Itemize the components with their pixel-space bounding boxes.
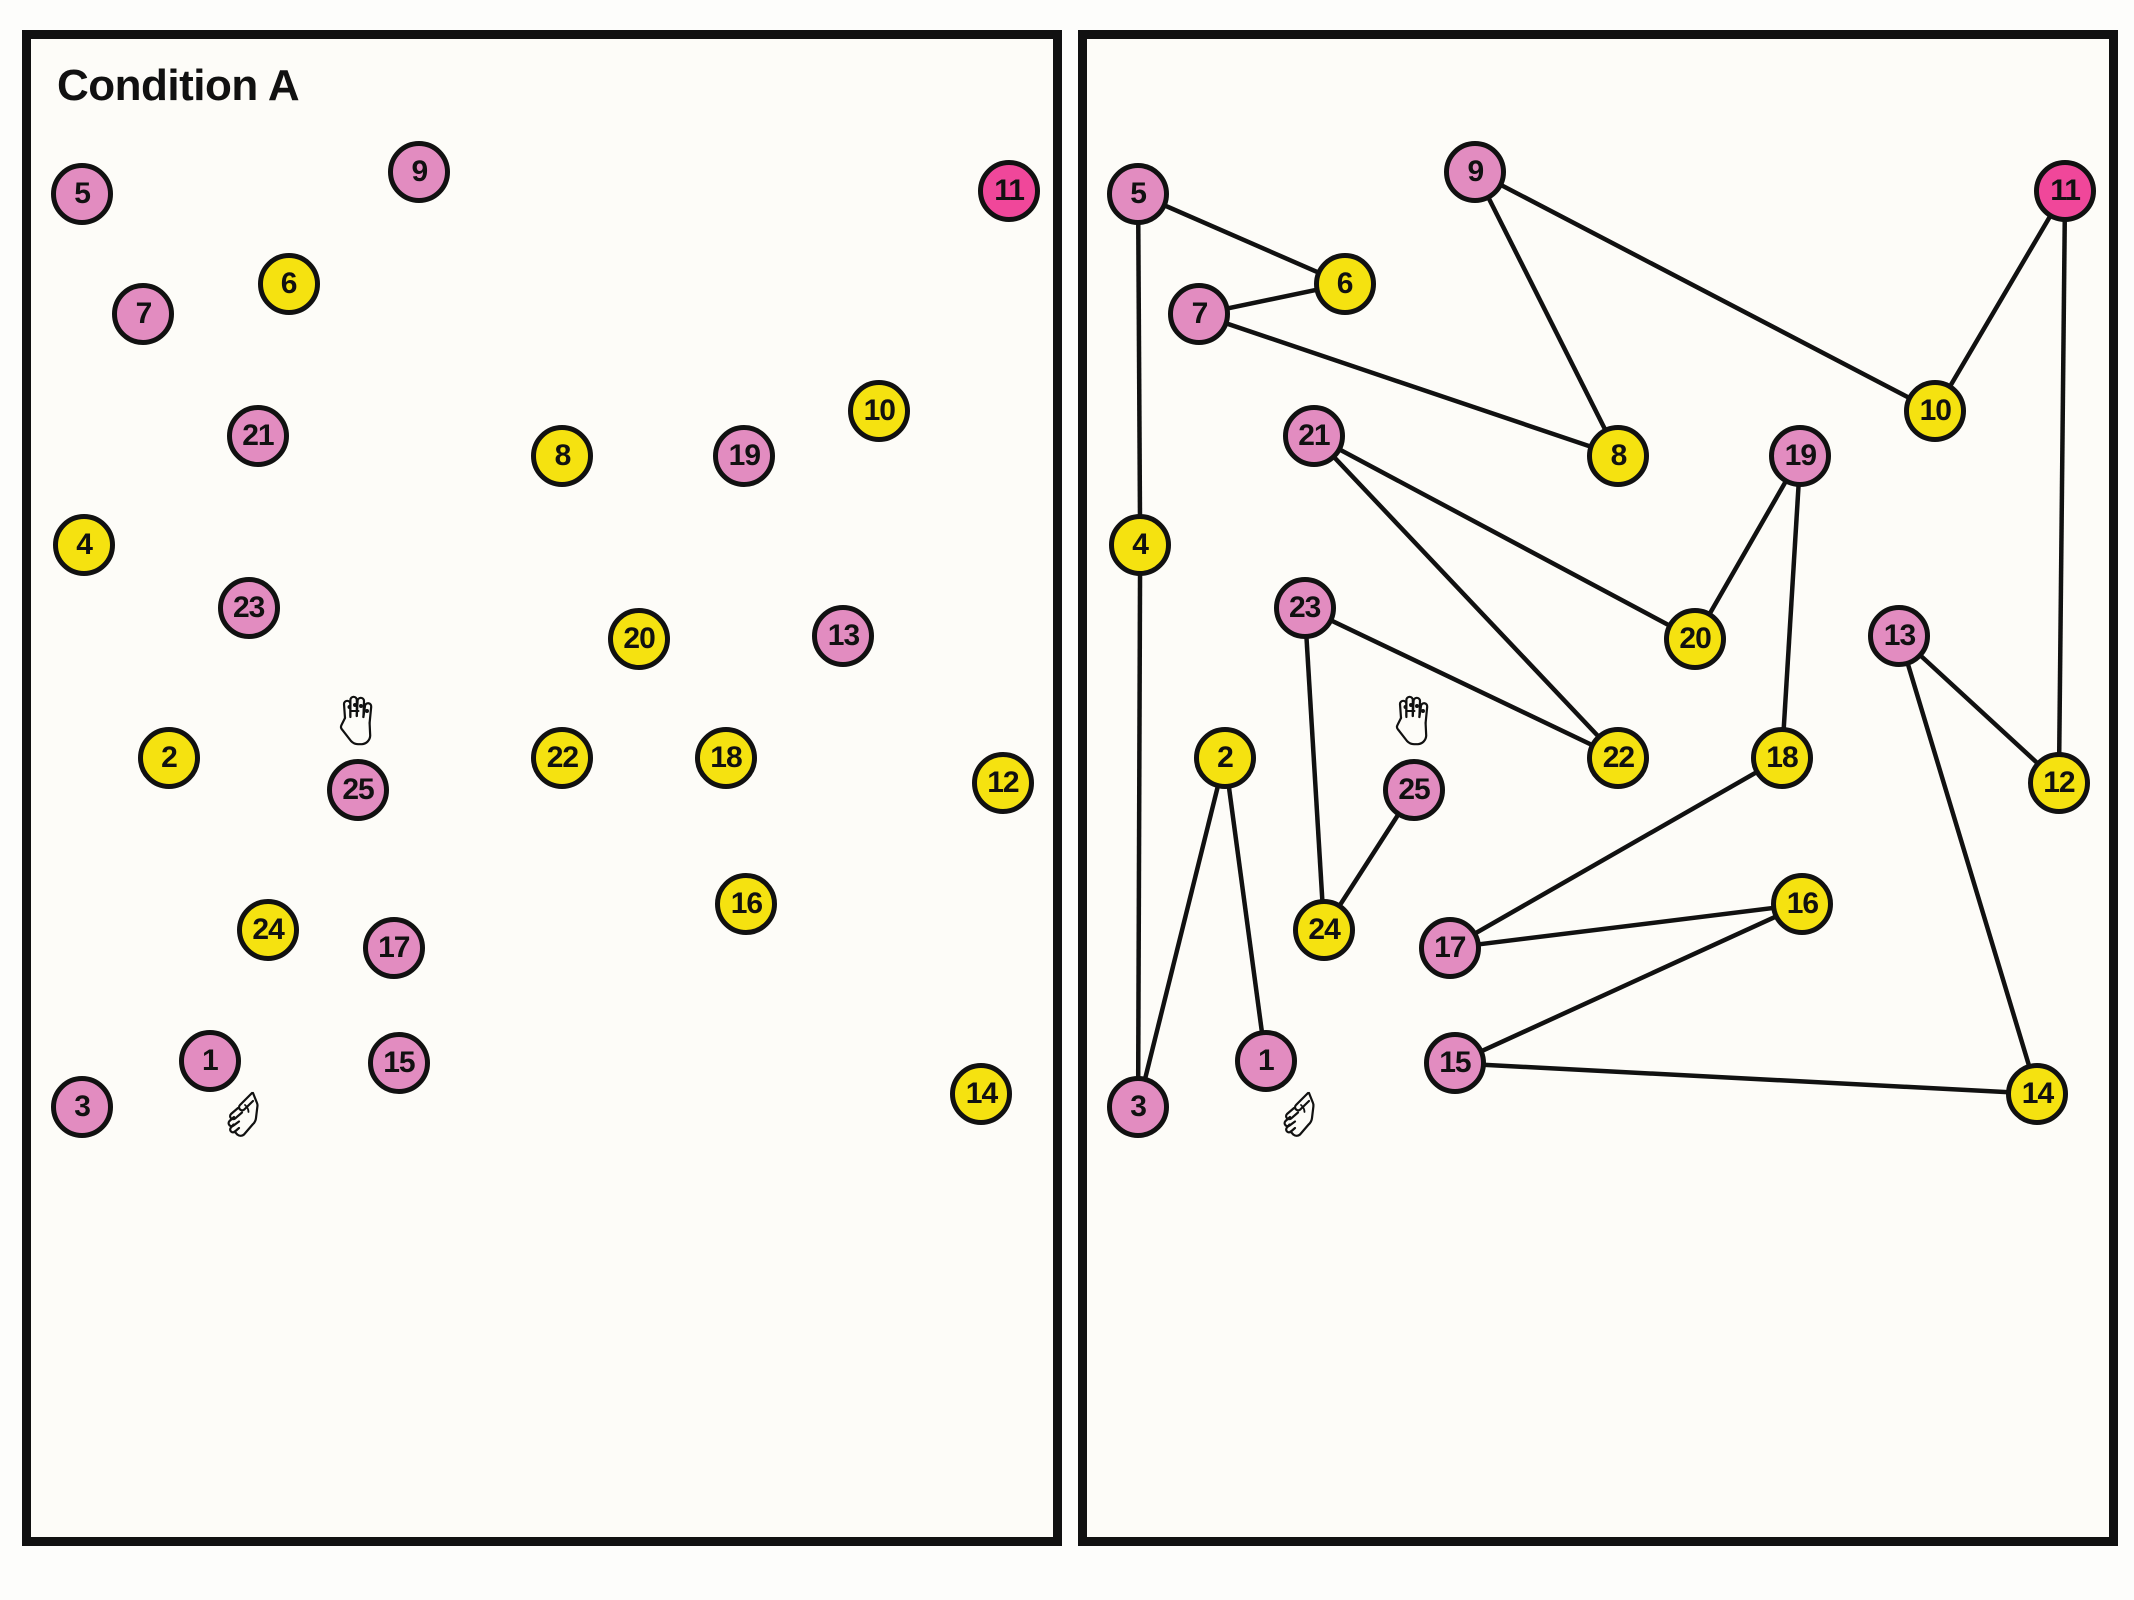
graph-node-17[interactable]: 17 — [1418, 916, 1481, 979]
graph-node-2[interactable]: 2 — [137, 726, 200, 789]
graph-node-8[interactable]: 8 — [1587, 425, 1650, 487]
graph-node-17[interactable]: 17 — [362, 916, 425, 979]
graph-node-10[interactable]: 10 — [848, 380, 911, 443]
panel-condition-a: Condition A 5 9 11 6 7 10 21 8 19 4 23 20 13 2 22 18 12 2… — [22, 30, 1062, 1546]
graph-node-5[interactable]: 5 — [51, 162, 114, 225]
graph-node-14[interactable]: 14 — [2006, 1062, 2069, 1125]
graph-edge — [2059, 191, 2065, 783]
graph-edge — [1455, 1063, 2038, 1093]
graph-edge — [1475, 172, 1935, 412]
graph-edge — [1899, 636, 2058, 783]
graph-node-5[interactable]: 5 — [1107, 162, 1170, 225]
graph-node-20[interactable]: 20 — [1664, 608, 1727, 671]
graph-node-23[interactable]: 23 — [217, 576, 280, 639]
graph-node-7[interactable]: 7 — [1168, 283, 1231, 346]
graph-node-6[interactable]: 6 — [257, 252, 320, 315]
graph-edge — [1899, 636, 2037, 1093]
graph-node-9[interactable]: 9 — [388, 140, 451, 203]
graph-edge — [1450, 904, 1803, 948]
graph-edge — [1138, 194, 1344, 284]
graph-node-13[interactable]: 13 — [812, 605, 875, 668]
graph-edge — [1314, 436, 1695, 639]
graph-edge — [1199, 314, 1618, 456]
graph-node-1[interactable]: 1 — [178, 1030, 241, 1093]
graph-node-15[interactable]: 15 — [1423, 1032, 1486, 1095]
graph-node-21[interactable]: 21 — [1282, 404, 1345, 467]
graph-node-6[interactable]: 6 — [1313, 252, 1376, 315]
graph-node-10[interactable]: 10 — [1904, 380, 1967, 443]
graph-node-23[interactable]: 23 — [1273, 576, 1336, 639]
graph-node-25[interactable]: 25 — [1383, 759, 1446, 822]
graph-edge — [1935, 191, 2065, 412]
graph-node-11[interactable]: 11 — [2034, 159, 2097, 222]
graph-node-20[interactable]: 20 — [608, 608, 671, 671]
graph-node-4[interactable]: 4 — [53, 514, 116, 577]
graph-node-7[interactable]: 7 — [112, 283, 175, 346]
graph-node-1[interactable]: 1 — [1234, 1030, 1297, 1093]
graph-node-12[interactable]: 12 — [971, 751, 1034, 814]
graph-node-18[interactable]: 18 — [1750, 726, 1813, 789]
graph-edge — [1695, 456, 1800, 639]
graph-edge — [1450, 758, 1782, 948]
edge-layer-left — [31, 39, 1053, 1537]
graph-node-2[interactable]: 2 — [1193, 726, 1256, 789]
graph-node-19[interactable]: 19 — [1769, 425, 1832, 487]
graph-node-15[interactable]: 15 — [367, 1032, 430, 1095]
graph-node-25[interactable]: 25 — [327, 759, 390, 822]
graph-edge — [1138, 194, 1140, 545]
graph-edge — [1138, 758, 1225, 1107]
graph-node-18[interactable]: 18 — [694, 726, 757, 789]
graph-edge — [1475, 172, 1618, 456]
graph-edge — [1225, 758, 1266, 1062]
graph-node-11[interactable]: 11 — [978, 159, 1041, 222]
graph-edge — [1782, 456, 1800, 758]
graph-node-3[interactable]: 3 — [51, 1075, 114, 1138]
graph-node-24[interactable]: 24 — [1293, 898, 1356, 961]
graph-node-22[interactable]: 22 — [1587, 726, 1650, 789]
graph-node-13[interactable]: 13 — [1868, 605, 1931, 668]
graph-node-8[interactable]: 8 — [531, 425, 594, 487]
graph-node-21[interactable]: 21 — [226, 404, 289, 467]
page-title: Condition A — [57, 61, 300, 110]
graph-edge — [1305, 608, 1324, 930]
graph-node-4[interactable]: 4 — [1109, 514, 1172, 577]
graph-node-16[interactable]: 16 — [1771, 873, 1834, 936]
graph-node-24[interactable]: 24 — [237, 898, 300, 961]
edge-layer-right — [1087, 39, 2109, 1537]
graph-edge — [1455, 904, 1802, 1063]
graph-edge — [1305, 608, 1619, 758]
panel-condition-a-network: 5 9 11 6 7 10 21 8 19 4 23 20 13 2 22 18 12 25 16 24 17 1 15 3 1… — [1078, 30, 2118, 1546]
graph-node-19[interactable]: 19 — [713, 425, 776, 487]
graph-edge — [1138, 545, 1140, 1107]
graph-node-9[interactable]: 9 — [1444, 140, 1507, 203]
graph-node-12[interactable]: 12 — [2027, 751, 2090, 814]
graph-node-16[interactable]: 16 — [715, 873, 778, 936]
graph-node-14[interactable]: 14 — [950, 1062, 1013, 1125]
graph-node-22[interactable]: 22 — [531, 726, 594, 789]
graph-node-3[interactable]: 3 — [1107, 1075, 1170, 1138]
graph-edge — [1314, 436, 1619, 758]
